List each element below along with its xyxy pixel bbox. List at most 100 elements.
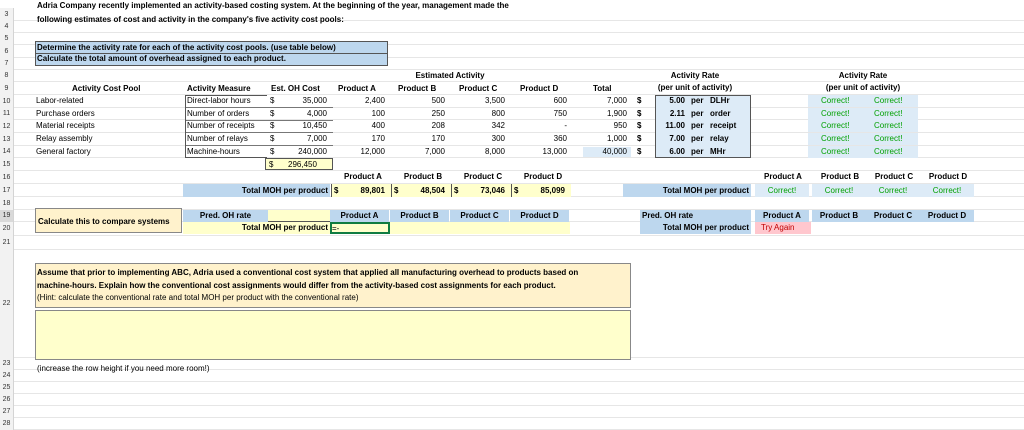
pool-name: General factory [36,147,91,156]
row-gridline [14,170,1024,171]
pred-oh-rate-input[interactable] [268,210,330,222]
moh-check-header: Product C [874,172,914,181]
activity-rate-subheading: (per unit of activity) [657,83,733,92]
check-rate-cell [808,95,918,107]
row-number-18[interactable]: 18 [0,197,14,210]
row-number-17[interactable]: 17 [0,184,14,197]
row-number-15[interactable]: 15 [0,158,14,171]
compare-label-cell: Calculate this to compare systems [35,208,182,233]
pool-name: Relay assembly [36,134,93,143]
activity-product-a: 400 [371,121,385,130]
row-gridline [14,405,1024,406]
pool-name: Labor-related [36,96,84,105]
rate-value: 2.11 [669,109,685,118]
row-number-3[interactable]: 3 [0,8,14,21]
moh-check-header: Product A [764,172,802,181]
estimated-activity-heading: Estimated Activity [415,71,485,80]
compare-check-header-cell [920,210,974,222]
pool-name: Material receipts [36,121,95,130]
activity-measure: Machine-hours [187,147,240,156]
row-number-28[interactable]: 28 [0,418,14,430]
row-number-6[interactable]: 6 [0,45,14,58]
row-number-26[interactable]: 26 [0,394,14,406]
row-number-4[interactable]: 4 [0,21,14,33]
rate-currency: $ [637,96,642,105]
row-number-9[interactable]: 9 [0,82,14,95]
row-number-16[interactable]: 16 [0,171,14,184]
header-est-oh-cost: Est. OH Cost [271,84,320,93]
moh-value-cell [331,184,391,197]
row-number-21[interactable]: 21 [0,236,14,250]
compare-total-label-cell: Total MOH per product [183,222,330,234]
row-gridline [14,44,1024,45]
row-number-10[interactable]: 10 [0,95,14,108]
moh-check-cell [920,184,974,197]
row-number-5[interactable]: 5 [0,33,14,45]
activity-rate-heading: Activity Rate [670,71,720,80]
compare-header-product-c: Product C [460,211,499,220]
instruction-line-2: Calculate the total amount of overhead a… [37,54,286,63]
activity-total: 7,000 [606,96,627,105]
cost-total-value: 296,450 [288,160,317,169]
activity-product-d: 360 [553,134,567,143]
rate-currency: $ [637,121,642,130]
question-line-1: Assume that prior to implementing ABC, A… [37,268,579,277]
activity-total: 40,000 [602,147,627,156]
check-rate-status: Correct! [821,134,850,143]
activity-rate-input-area[interactable] [655,95,751,158]
moh-currency: $ [394,186,399,195]
rate-value: 11.00 [665,121,685,130]
rate-unit: receipt [710,121,737,130]
check-rate-status: Correct! [874,121,903,130]
activity-measure: Number of orders [187,109,250,118]
row-gridline [14,107,1024,108]
intro-line-1: Adria Company recently implemented an ac… [37,1,509,10]
row-number-12[interactable]: 12 [0,120,14,133]
row-number-7[interactable]: 7 [0,58,14,70]
row-number-25[interactable]: 25 [0,382,14,394]
row-gridline [14,32,1024,33]
answer-box[interactable] [35,310,631,360]
rate-value: 7.00 [669,134,685,143]
cost-total-currency: $ [269,160,274,169]
row-number-23[interactable]: 23 [0,358,14,370]
header-total: Total [593,84,612,93]
check-rate-status: Correct! [874,109,903,118]
header-activity-measure: Activity Measure [187,84,251,93]
compare-header-cell [330,210,389,222]
moh-value-cell [391,184,451,197]
moh-value-product-a: 89,801 [360,186,385,195]
moh-value-product-d: 85,099 [540,186,565,195]
row-gridline [14,119,1024,120]
check-pred-oh-rate-label-cell: Pred. OH rate [640,210,751,222]
row-divider [185,132,333,133]
activity-product-d: 600 [553,96,567,105]
compare-input-other-products[interactable] [390,222,570,234]
rate-per: per [691,147,704,156]
cost-currency: $ [270,134,275,143]
moh-currency: $ [334,186,339,195]
header-product-c: Product C [459,84,498,93]
row-number-8[interactable]: 8 [0,70,14,82]
row-number-27[interactable]: 27 [0,406,14,418]
row-number-20[interactable]: 20 [0,222,14,236]
activity-product-b: 208 [431,121,445,130]
check-total-label-cell: Total MOH per product [640,222,751,234]
activity-measure-input-area[interactable] [185,95,267,158]
check-rate-cell [808,146,918,158]
row-number-22[interactable]: 22 [0,250,14,358]
row-number-14[interactable]: 14 [0,146,14,158]
moh-value-cell [511,184,571,197]
row-number-13[interactable]: 13 [0,133,14,146]
rate-unit: order [710,109,731,118]
row-number-24[interactable]: 24 [0,370,14,382]
moh-check-cell [812,184,866,197]
question-box: Assume that prior to implementing ABC, A… [35,263,631,308]
moh-check-header: Product B [820,172,860,181]
row-number-11[interactable]: 11 [0,108,14,120]
row-gridline [14,20,1024,21]
compare-input-product-a[interactable]: =- [330,222,390,234]
header-activity-cost-pool: Activity Cost Pool [72,84,141,93]
row-number-19[interactable]: 19 [0,210,14,222]
rate-per: per [691,121,704,130]
